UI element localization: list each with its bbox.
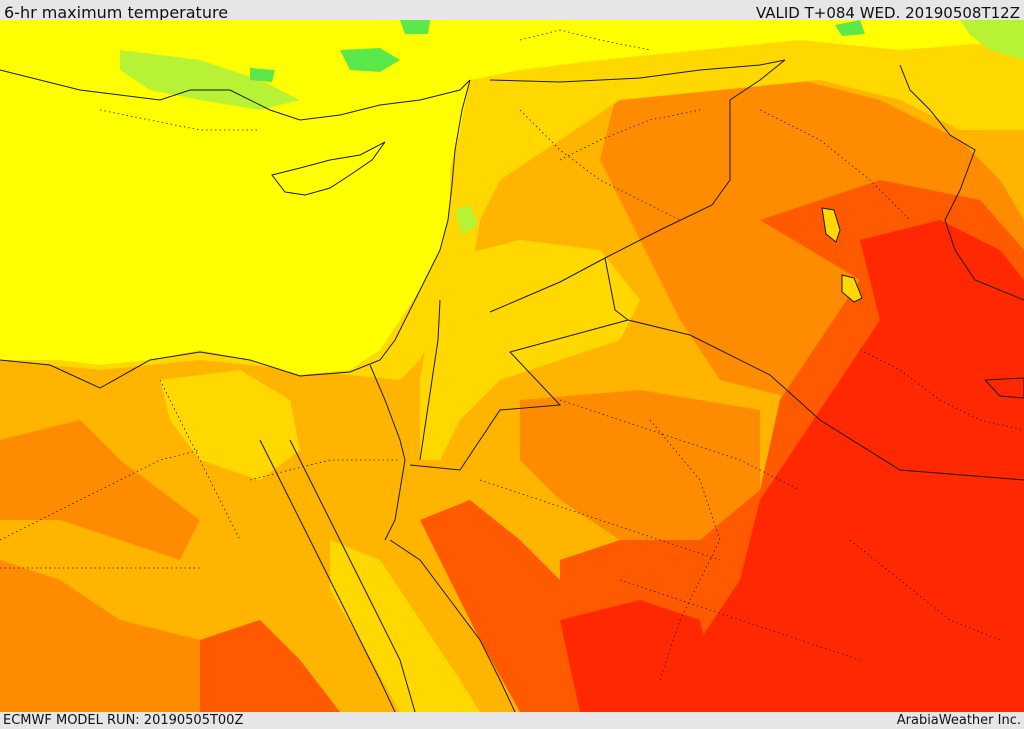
yellow-mediterranean (0, 20, 470, 375)
jordan-iraq-saudi (409, 257, 630, 471)
model-run-label: ECMWF MODEL RUN: 20190505T00Z (3, 713, 244, 728)
green-anatolia-3 (250, 68, 275, 82)
red-zone-east (700, 220, 1024, 712)
temperature-map[interactable] (0, 20, 1024, 712)
orange-zone-arabia (520, 390, 760, 540)
green-iran (835, 20, 865, 36)
green-anatolia-2 (400, 20, 430, 34)
credit-label: ArabiaWeather Inc. (896, 713, 1021, 728)
syria-iraq-border (489, 59, 786, 313)
lake-tharthar (821, 207, 841, 243)
green-anatolia-1 (340, 48, 400, 72)
lake-razzaza (841, 274, 863, 303)
gold-zone-levant (420, 240, 640, 460)
cyprus-outline (271, 141, 386, 196)
redorange-zone-southwest (200, 620, 340, 712)
yellow-north-strip (460, 20, 1024, 80)
iran-iraq-border (899, 64, 1024, 301)
persian-gulf-tip (983, 377, 1024, 399)
gulf-of-aqaba (384, 459, 406, 541)
valid-time: VALID T+084 WED. 20190508T12Z (755, 4, 1020, 22)
lightgreen-lebanon (455, 205, 478, 235)
israel-egypt-border (369, 364, 406, 461)
gold-zone-redsea (330, 540, 480, 712)
lightgreen-anatolia (120, 50, 300, 110)
country-borders (369, 59, 1024, 481)
lightgreen-iran (960, 20, 1024, 60)
orange-zone-west (0, 420, 200, 560)
iraq-saudi-border (627, 319, 1024, 481)
jordan-valley (419, 299, 441, 461)
turkey-coast (0, 69, 471, 121)
map-title: 6-hr maximum temperature (4, 3, 229, 22)
gulf-of-suez (289, 439, 416, 712)
turkey-syria-border (489, 59, 786, 83)
footer-bar: ECMWF MODEL RUN: 20190505T00Z ArabiaWeat… (0, 712, 1024, 729)
coastlines (0, 69, 516, 712)
header-bar: 6-hr maximum temperature VALID T+084 WED… (0, 0, 1024, 22)
red-sea-west (259, 439, 396, 712)
gold-zone-nile (160, 370, 300, 480)
levant-coast (0, 79, 471, 389)
province-borders (0, 29, 1024, 681)
red-sea-east (389, 539, 516, 712)
map-canvas (0, 20, 1024, 712)
red-zone-saudi (560, 600, 720, 712)
